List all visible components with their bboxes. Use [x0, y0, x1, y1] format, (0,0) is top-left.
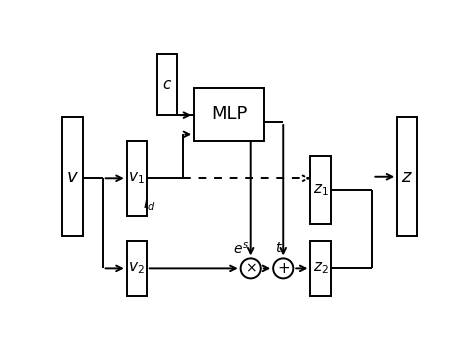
Bar: [157, 54, 177, 115]
Text: MLP: MLP: [211, 105, 247, 124]
Text: $e^s$: $e^s$: [234, 240, 249, 256]
Bar: [194, 88, 264, 141]
Bar: [62, 118, 82, 236]
Bar: [310, 156, 330, 224]
Text: $c$: $c$: [162, 77, 172, 92]
Text: $z_2$: $z_2$: [313, 260, 329, 276]
Text: $t$: $t$: [275, 241, 283, 255]
Text: $I_d$: $I_d$: [143, 197, 155, 214]
Text: $z$: $z$: [402, 168, 413, 186]
Text: $+$: $+$: [277, 261, 290, 276]
Bar: [127, 241, 147, 296]
Text: $z_1$: $z_1$: [313, 182, 329, 198]
Bar: [127, 141, 147, 216]
Circle shape: [241, 258, 261, 278]
Circle shape: [273, 258, 293, 278]
Text: $v$: $v$: [66, 168, 79, 186]
Text: $v_1$: $v_1$: [128, 170, 145, 186]
Bar: [397, 118, 417, 236]
Bar: [310, 241, 330, 296]
Text: $v_2$: $v_2$: [128, 260, 145, 276]
Text: $\times$: $\times$: [245, 261, 256, 275]
